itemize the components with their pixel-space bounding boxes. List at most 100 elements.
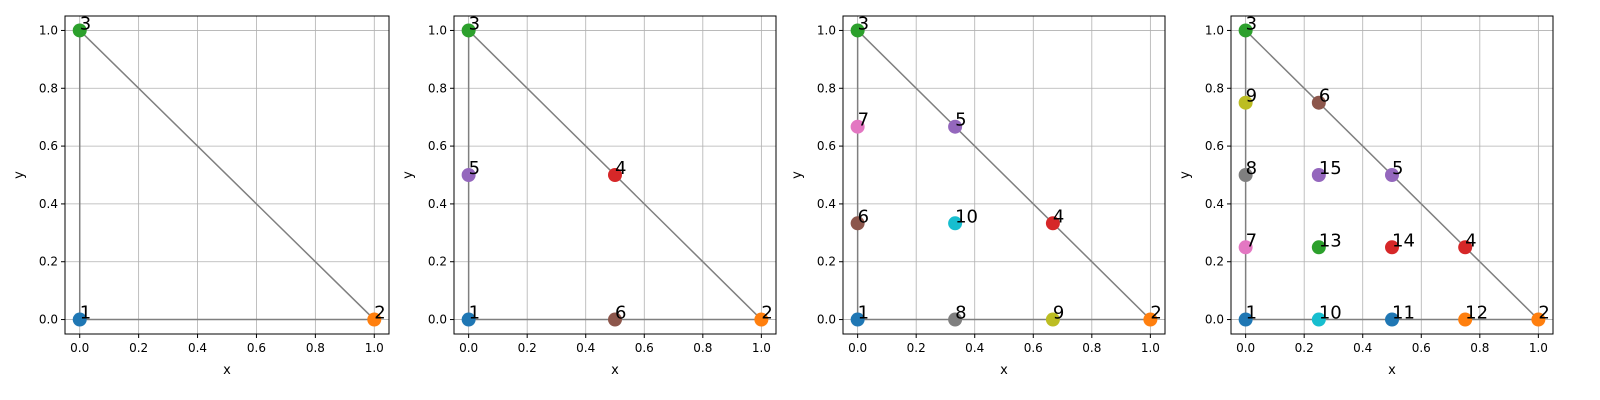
triangle-edge <box>856 28 1153 321</box>
point-label-5: 5 <box>469 158 480 179</box>
point-4 <box>1045 216 1060 231</box>
x-tick-label: 0.0 <box>848 341 867 355</box>
y-tick-label: 1.0 <box>1205 23 1224 37</box>
point-label-3: 3 <box>858 13 869 34</box>
y-tick-label: 0.8 <box>817 81 836 95</box>
x-tick-label: 0.6 <box>247 341 266 355</box>
x-axis-label: x <box>611 363 619 378</box>
point-9 <box>1238 95 1253 110</box>
point-label-2: 2 <box>374 303 385 324</box>
point-label-13: 13 <box>1319 230 1342 251</box>
x-tick-label: 0.4 <box>965 341 984 355</box>
point-2 <box>1531 312 1546 327</box>
point-6 <box>850 216 865 231</box>
y-axis-label: y <box>790 171 805 179</box>
y-tick-label: 0.6 <box>817 139 836 153</box>
y-tick-label: 0.4 <box>428 197 447 211</box>
point-3 <box>1238 23 1253 38</box>
point-7 <box>1238 240 1253 255</box>
x-tick-label: 0.2 <box>129 341 148 355</box>
point-label-3: 3 <box>80 13 91 34</box>
point-14 <box>1385 240 1399 255</box>
y-tick-label: 1.0 <box>428 23 447 37</box>
point-label-4: 4 <box>1465 230 1476 251</box>
point-12 <box>1458 312 1473 327</box>
grid <box>65 16 389 334</box>
x-tick-label: 0.0 <box>459 341 478 355</box>
point-label-6: 6 <box>858 206 869 227</box>
point-8 <box>948 312 963 327</box>
x-tick-label: 0.4 <box>188 341 207 355</box>
point-label-9: 9 <box>1246 86 1257 107</box>
point-10 <box>1311 312 1326 327</box>
x-tick-label: 1.0 <box>365 341 384 355</box>
point-label-6: 6 <box>1319 86 1330 107</box>
y-tick-label: 0.4 <box>39 197 58 211</box>
point-5 <box>461 168 476 182</box>
x-tick-label: 0.8 <box>693 341 712 355</box>
x-tick-label: 1.0 <box>752 341 771 355</box>
point-1 <box>1238 312 1253 327</box>
x-tick-label: 0.2 <box>1295 341 1314 355</box>
y-tick-label: 0.6 <box>428 139 447 153</box>
point-label-2: 2 <box>761 303 772 324</box>
point-6 <box>1311 95 1326 110</box>
point-label-2: 2 <box>1538 303 1549 324</box>
point-label-3: 3 <box>469 13 480 34</box>
point-2 <box>1143 312 1158 327</box>
point-label-1: 1 <box>80 303 91 324</box>
chart-panel-1: 1 2 3 0.0 0.2 0.4 0.6 0.8 1.0 0.0 0.2 0.4 0.6 0.8 1.0 x… <box>12 13 390 378</box>
x-tick-label: 0.6 <box>1412 341 1431 355</box>
x-tick-label: 0.6 <box>1024 341 1043 355</box>
x-tick-label: 0.8 <box>1082 341 1101 355</box>
y-tick-label: 0.0 <box>817 313 836 327</box>
point-5 <box>948 119 963 134</box>
x-tick-label: 0.6 <box>635 341 654 355</box>
x-tick-label: 0.2 <box>907 341 926 355</box>
x-tick-label: 0.8 <box>1470 341 1489 355</box>
point-6 <box>608 312 622 327</box>
point-1 <box>850 312 865 327</box>
y-axis-label: y <box>1178 171 1193 179</box>
y-tick-label: 0.0 <box>428 313 447 327</box>
point-3 <box>72 23 87 38</box>
point-label-14: 14 <box>1392 230 1415 251</box>
x-axis-label: x <box>1388 363 1396 378</box>
point-4 <box>608 168 622 182</box>
y-tick-label: 0.8 <box>39 81 58 95</box>
point-label-8: 8 <box>955 303 966 324</box>
y-tick-label: 0.8 <box>1205 81 1224 95</box>
point-1 <box>461 312 476 327</box>
point-label-1: 1 <box>1246 303 1257 324</box>
y-tick-label: 0.4 <box>1205 197 1224 211</box>
y-tick-label: 0.2 <box>428 255 447 269</box>
point-label-2: 2 <box>1150 303 1161 324</box>
point-label-1: 1 <box>858 303 869 324</box>
axes-frame <box>453 15 777 335</box>
x-axis-label: x <box>1000 363 1008 378</box>
y-tick-label: 0.2 <box>817 255 836 269</box>
y-tick-label: 0.2 <box>39 255 58 269</box>
point-label-4: 4 <box>615 158 626 179</box>
point-10 <box>948 216 963 231</box>
y-axis-label: y <box>12 171 27 179</box>
y-tick-label: 0.2 <box>1205 255 1224 269</box>
x-tick-label: 1.0 <box>1529 341 1548 355</box>
point-label-5: 5 <box>1392 158 1403 179</box>
point-2 <box>754 312 769 327</box>
point-label-7: 7 <box>858 110 869 131</box>
point-label-9: 9 <box>1053 303 1064 324</box>
y-tick-label: 1.0 <box>817 23 836 37</box>
axes-frame <box>64 15 390 335</box>
x-tick-label: 0.0 <box>1236 341 1255 355</box>
point-15 <box>1311 168 1326 182</box>
triangle-edge <box>78 28 377 321</box>
point-7 <box>850 119 865 134</box>
point-1 <box>72 312 87 327</box>
chart-panel-2: 1 2 3 4 5 6 0.0 0.2 0.4 0.6 0.8 1.0 0.0 0.2 0.4 0.6 0.8 1… <box>401 13 777 378</box>
point-9 <box>1045 312 1060 327</box>
point-8 <box>1238 168 1253 182</box>
x-tick-label: 1.0 <box>1141 341 1160 355</box>
